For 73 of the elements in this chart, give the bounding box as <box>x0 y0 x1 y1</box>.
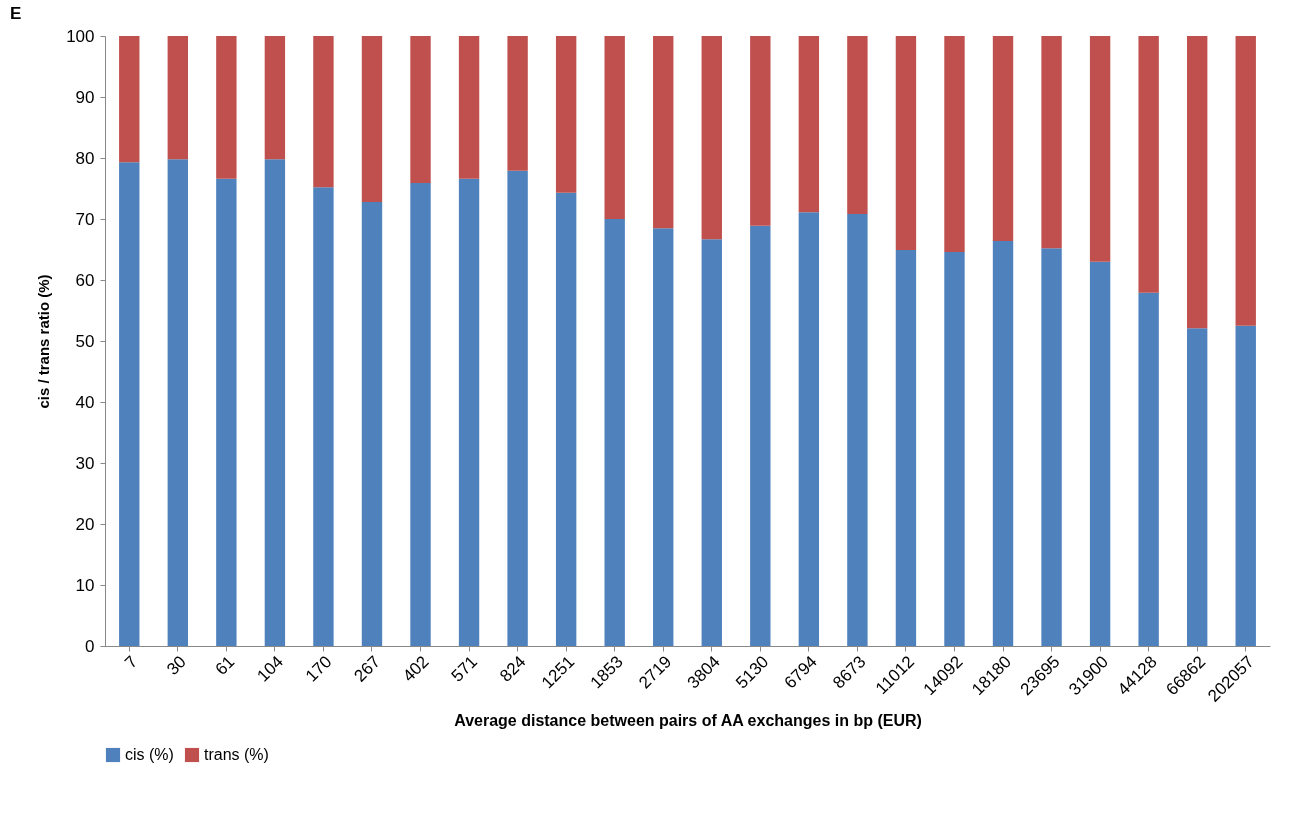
bar <box>1186 36 1208 329</box>
y-tick-label: 80 <box>75 148 95 168</box>
y-tick-label: 70 <box>75 209 95 229</box>
bar <box>1138 292 1159 646</box>
bar <box>507 170 528 646</box>
x-tick-label: 7 <box>121 652 142 673</box>
bar <box>216 36 237 179</box>
bar <box>361 201 383 646</box>
x-tick-label: 30 <box>163 652 190 679</box>
bar <box>701 239 722 646</box>
y-tick-label: 50 <box>75 331 95 351</box>
bar <box>798 36 820 213</box>
bar <box>604 36 625 219</box>
y-tick-label: 20 <box>75 514 95 534</box>
y-tick-label: 60 <box>75 270 95 290</box>
bar <box>895 250 917 646</box>
bar <box>847 214 868 646</box>
bar <box>895 36 917 251</box>
bar <box>119 162 140 646</box>
bar <box>750 225 771 646</box>
bar <box>216 178 237 646</box>
y-tick-label: 90 <box>75 87 95 107</box>
bar <box>313 36 334 188</box>
bar <box>847 36 868 215</box>
bar <box>944 36 965 252</box>
bar <box>555 192 577 646</box>
bar <box>458 36 480 179</box>
bar <box>798 212 820 646</box>
bar <box>1041 36 1062 249</box>
bar <box>1089 36 1111 262</box>
bar <box>750 36 771 226</box>
bar <box>313 187 334 646</box>
x-tick-label: 170 <box>301 652 336 686</box>
bar <box>1041 248 1062 646</box>
x-tick-label: 571 <box>447 652 482 686</box>
y-tick-label: 0 <box>85 636 95 656</box>
legend-label: trans (%) <box>204 746 269 763</box>
bar <box>410 183 431 646</box>
x-tick-label: 402 <box>399 652 433 686</box>
bar <box>264 36 286 160</box>
bar <box>167 159 189 646</box>
y-tick-label: 40 <box>75 392 95 412</box>
bar <box>1186 328 1208 646</box>
bar <box>1235 36 1256 326</box>
bar <box>264 159 286 646</box>
y-tick-label: 100 <box>66 26 95 46</box>
bar <box>1089 261 1111 646</box>
bar <box>653 228 674 646</box>
y-tick-label: 10 <box>75 575 95 595</box>
bar <box>604 219 625 646</box>
bar <box>701 36 722 240</box>
bar <box>410 36 431 184</box>
legend-label: cis (%) <box>125 746 174 763</box>
y-tick-label: 30 <box>75 453 95 473</box>
bar <box>555 36 577 193</box>
bar <box>1138 36 1159 293</box>
bar <box>119 36 140 163</box>
bar <box>1235 325 1256 646</box>
y-axis-title: cis / trans ratio (%) <box>35 274 53 409</box>
bar <box>361 36 383 202</box>
bar <box>458 178 480 646</box>
bar <box>992 36 1014 241</box>
bar <box>653 36 674 229</box>
x-axis-title: Average distance between pairs of AA exchanges in bp (EUR) <box>454 711 922 729</box>
bar <box>507 36 528 171</box>
x-tick-label: 267 <box>350 652 384 686</box>
bar <box>167 36 189 160</box>
x-tick-label: 824 <box>496 652 530 686</box>
chart-title: E <box>10 4 22 23</box>
x-tick-label: 104 <box>253 652 287 686</box>
bar <box>992 240 1014 646</box>
x-tick-label: 61 <box>211 652 239 679</box>
bar <box>944 251 965 646</box>
